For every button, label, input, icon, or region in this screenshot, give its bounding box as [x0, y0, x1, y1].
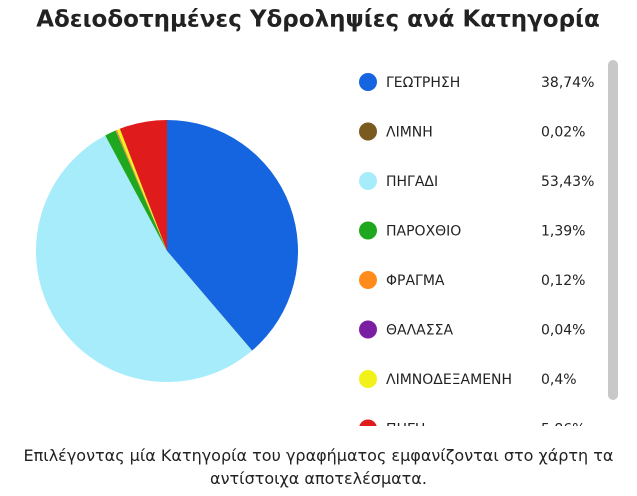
pie — [36, 120, 298, 382]
legend: ΓΕΩΤΡΗΣΗ 38,74% ΛΙΜΝΗ 0,02% ΠΗΓΑΔΙ 53,43% ΠΑΡΟ… — [359, 73, 594, 438]
legend-label[interactable]: ΘΑΛΑΣΣΑ — [386, 323, 453, 339]
legend-marker[interactable] — [359, 221, 377, 240]
legend-marker[interactable] — [359, 419, 377, 438]
legend-label[interactable]: ΓΕΩΤΡΗΣΗ — [386, 75, 460, 91]
chart: Αδειοδοτημένες Υδροληψίες ανά Κατηγορία … — [36, 7, 618, 438]
pie-slice[interactable] — [167, 120, 298, 351]
legend-marker[interactable] — [359, 320, 377, 339]
legend-marker[interactable] — [359, 73, 377, 91]
legend-value: 5,86% — [541, 422, 585, 438]
scrollbar[interactable] — [608, 60, 618, 400]
legend-value: 1,39% — [541, 224, 585, 240]
legend-label[interactable]: ΦΡΑΓΜΑ — [386, 273, 445, 289]
legend-label[interactable]: ΛΙΜΝΟΔΕΞΑΜΕΝΗ — [386, 372, 512, 388]
legend-marker[interactable] — [359, 370, 377, 388]
pie-slice[interactable] — [116, 130, 167, 251]
legend-marker[interactable] — [359, 271, 377, 289]
pie-slice[interactable] — [119, 120, 167, 251]
pie-slice[interactable] — [105, 130, 167, 251]
legend-label[interactable]: ΠΗΓΑΔΙ — [386, 174, 438, 190]
legend-value: 53,43% — [541, 174, 594, 190]
chart-title: Αδειοδοτημένες Υδροληψίες ανά Κατηγορία — [36, 7, 600, 33]
legend-label[interactable]: ΠΗΓΗ — [386, 422, 425, 438]
legend-value: 38,74% — [541, 75, 594, 91]
pie-slice[interactable] — [115, 130, 167, 251]
legend-marker[interactable] — [359, 122, 377, 141]
legend-value: 0,4% — [541, 372, 577, 388]
legend-value: 0,02% — [541, 125, 585, 141]
legend-value: 0,04% — [541, 323, 585, 339]
legend-label[interactable]: ΠΑΡΟΧΘΙΟ — [386, 224, 461, 240]
legend-label[interactable]: ΛΙΜΝΗ — [386, 125, 433, 141]
legend-marker[interactable] — [359, 172, 377, 190]
note: Επιλέγοντας μία Κατηγορία του γραφήματος… — [23, 446, 614, 488]
legend-value: 0,12% — [541, 273, 585, 289]
pie-slice[interactable] — [116, 128, 167, 251]
pie-slice[interactable] — [36, 135, 253, 382]
pie-slice[interactable] — [167, 251, 253, 351]
